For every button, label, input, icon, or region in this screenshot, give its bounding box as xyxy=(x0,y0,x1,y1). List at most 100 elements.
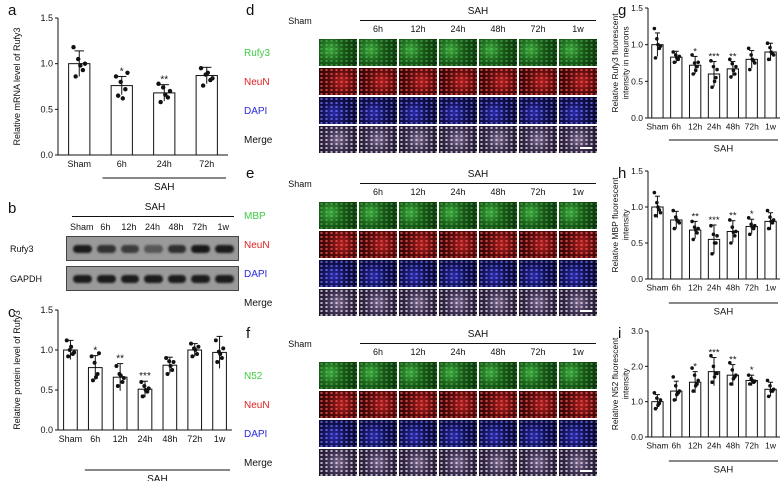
data-point xyxy=(728,361,732,365)
micrograph-tile xyxy=(518,390,558,419)
micro-column-label: 24h xyxy=(450,187,466,197)
micro-row-label: DAPI xyxy=(244,269,268,280)
y-tick-label: 1.0 xyxy=(631,397,643,407)
micrograph-tile xyxy=(358,201,398,230)
data-point xyxy=(710,380,714,385)
micrograph-tile xyxy=(398,288,438,317)
data-point xyxy=(696,226,700,231)
panel-label-e: e xyxy=(246,165,255,182)
data-point xyxy=(747,382,752,386)
wb-membrane xyxy=(66,266,239,291)
y-tick-label: 1.5 xyxy=(631,3,643,13)
wb-band xyxy=(144,245,163,253)
data-point xyxy=(711,364,716,369)
micro-row-label: Merge xyxy=(244,298,273,309)
micro-column-label: 6h xyxy=(372,24,383,34)
data-point xyxy=(677,54,682,59)
data-point xyxy=(652,26,657,31)
y-tick-label: 2.0 xyxy=(631,361,643,371)
x-tick-label: 48h xyxy=(162,434,177,444)
wb-band xyxy=(96,245,116,253)
chart-c-protein: 0.0 0.5 1.0 1.5 Relative protein level of Ru… xyxy=(12,305,232,485)
data-point xyxy=(695,231,699,235)
micrograph-tile xyxy=(358,259,398,288)
y-tick-label: 0.0 xyxy=(40,425,53,435)
data-point xyxy=(715,67,719,72)
data-point xyxy=(120,380,125,384)
x-tick-label: 1w xyxy=(214,434,226,444)
data-point xyxy=(752,61,757,65)
data-point xyxy=(728,57,732,62)
y-tick-label: 1.5 xyxy=(40,13,53,23)
data-point xyxy=(671,375,676,379)
micro-row-label: Merge xyxy=(244,135,273,146)
wb-band xyxy=(120,275,140,283)
data-point xyxy=(218,352,223,356)
wb-band xyxy=(191,275,211,283)
data-point xyxy=(90,378,95,383)
data-point xyxy=(71,45,76,50)
micrograph-tile xyxy=(398,419,438,448)
data-point xyxy=(712,375,717,379)
micrograph-tile xyxy=(478,390,518,419)
micrograph-tile xyxy=(318,230,358,259)
data-point xyxy=(765,208,770,213)
bar xyxy=(670,219,683,280)
data-point xyxy=(734,229,738,234)
data-point xyxy=(115,384,120,388)
micrograph-tile xyxy=(318,38,358,67)
data-point xyxy=(695,64,699,69)
data-point xyxy=(712,79,717,84)
data-point xyxy=(213,338,218,343)
significance-label: * xyxy=(750,209,754,220)
micrograph-tile xyxy=(398,448,438,477)
x-tick-label: 12h xyxy=(688,122,702,132)
micrograph-tile xyxy=(398,390,438,419)
micro-group-line xyxy=(360,343,596,344)
data-point xyxy=(167,359,172,364)
panel-label-c: c xyxy=(8,304,16,321)
micrograph-tile xyxy=(318,288,358,317)
bar xyxy=(187,349,203,431)
data-point xyxy=(653,213,658,218)
micrograph-tile xyxy=(518,361,558,390)
group-label: SAH xyxy=(714,307,734,318)
data-point xyxy=(734,373,738,377)
y-axis-label: intensity xyxy=(621,209,631,241)
bar xyxy=(745,225,758,280)
micro-column-label: 1w xyxy=(572,24,584,34)
micro-column-label: 1w xyxy=(572,187,584,197)
micrograph-tile xyxy=(478,96,518,125)
data-point xyxy=(80,67,86,73)
micro-column-label: 6h xyxy=(372,347,383,357)
micro-group-label: SAH xyxy=(467,6,489,17)
x-tick-label: 1w xyxy=(765,283,777,293)
bar xyxy=(670,56,683,119)
micro-row-label: NeuN xyxy=(244,240,270,251)
micro-group-label: SAH xyxy=(467,329,489,340)
data-point xyxy=(168,364,173,368)
data-point xyxy=(69,344,74,349)
data-point xyxy=(655,37,659,41)
scale-bar xyxy=(580,470,592,472)
data-point xyxy=(672,60,677,65)
significance-label: *** xyxy=(139,371,151,382)
data-point xyxy=(675,392,679,397)
data-point xyxy=(769,389,773,393)
data-point xyxy=(768,45,772,50)
micro-column-label: Sham xyxy=(288,179,312,189)
data-point xyxy=(193,348,198,352)
data-point xyxy=(673,383,678,388)
y-axis-label: intensity xyxy=(621,368,631,400)
data-point xyxy=(123,87,128,92)
scale-bar xyxy=(580,310,592,312)
data-point xyxy=(221,346,226,351)
data-point xyxy=(653,56,658,60)
data-point xyxy=(709,353,713,358)
data-point xyxy=(142,384,147,388)
data-point xyxy=(696,60,700,65)
micrograph-tile xyxy=(438,259,478,288)
y-axis-label: Relative N52 fluorescent xyxy=(610,337,620,430)
x-tick-label: 6h xyxy=(672,441,682,451)
y-axis-label: Relative mRNA level of Rufy3 xyxy=(12,27,22,145)
